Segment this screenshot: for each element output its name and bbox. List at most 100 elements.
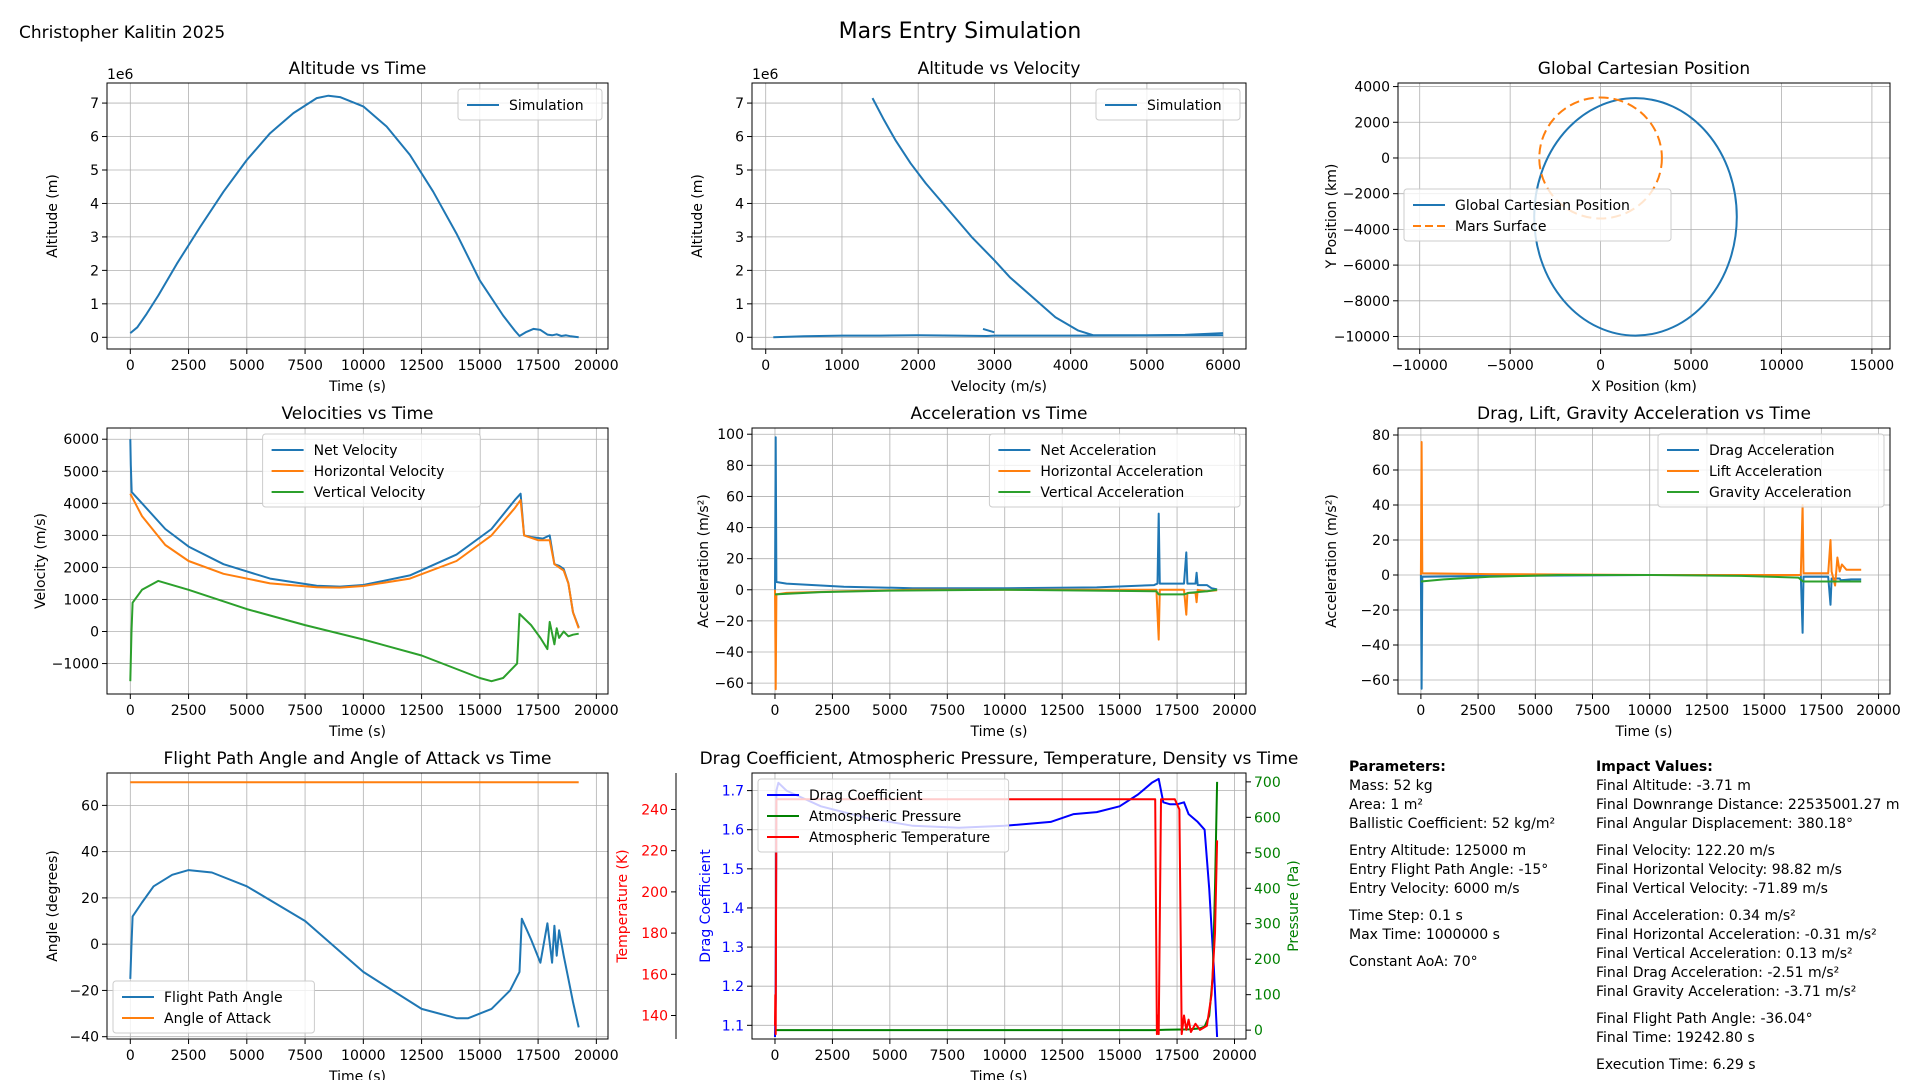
- y-axis-label: Acceleration (m/s²): [1324, 494, 1340, 628]
- y-tick-label: 0: [90, 330, 99, 346]
- parameters-panel: Parameters: Mass: 52 kg Area: 1 m² Balli…: [1349, 758, 1555, 972]
- y-tick-label: 60: [81, 798, 99, 814]
- figure-suptitle: Mars Entry Simulation: [839, 19, 1082, 44]
- y-tick-label: 1.3: [722, 940, 744, 956]
- x-tick-label: 17500: [1155, 1048, 1200, 1064]
- axes-frame: [751, 82, 1247, 350]
- x-tick-label: 15000: [1097, 1048, 1142, 1064]
- legend-box: [988, 433, 1241, 508]
- x-tick-label: 10000: [341, 358, 386, 374]
- y-tick-label: 6: [90, 130, 99, 146]
- series-flight-path-angle: [129, 869, 580, 1028]
- axes-frame: [751, 427, 1247, 695]
- y-tick-label: −4000: [1343, 222, 1390, 238]
- x-tick-label: 7500: [287, 1048, 323, 1064]
- y-tick-label: −40: [69, 1030, 99, 1046]
- impact-values-panel: Impact Values: Final Altitude: -3.71 m F…: [1596, 758, 1900, 1075]
- legend-box: [1095, 88, 1241, 121]
- x-tick-label: 0: [1596, 358, 1605, 374]
- legend-label: Vertical Velocity: [314, 485, 426, 501]
- y-axis-label: Angle (degrees): [45, 850, 61, 962]
- y-tick-label: 2000: [63, 560, 99, 576]
- plots-layer: 0 2500 5000 7500 10000 12500 15000 17500 2000001…: [33, 59, 1901, 1080]
- legend: Global Cartesian Position Mars Surface: [1403, 188, 1672, 242]
- y-tick-label: 100: [717, 427, 744, 443]
- subplot-title: Drag Coefficient, Atmospheric Pressure, …: [700, 749, 1299, 769]
- legend-label: Global Cartesian Position: [1455, 198, 1630, 214]
- legend: Drag Coefficient Atmospheric Pressure Atmo…: [757, 778, 1010, 853]
- series-line: [773, 334, 1224, 339]
- y-tick-label: 7: [735, 96, 744, 112]
- subplot-title: Drag, Lift, Gravity Acceleration vs Time: [1477, 404, 1811, 424]
- x-tick-label: 17500: [516, 1048, 561, 1064]
- series-vertical-acceleration: [774, 588, 1218, 596]
- x-tick-label: 7500: [287, 358, 323, 374]
- y-tick-label: −60: [714, 676, 744, 692]
- x-tick-label: 2500: [815, 1048, 851, 1064]
- x-tick-label: 4000: [1053, 358, 1089, 374]
- y-tick-label: 20: [726, 552, 744, 568]
- x-tick-label: 10000: [341, 1048, 386, 1064]
- subplot-title: Flight Path Angle and Angle of Attack vs…: [164, 749, 552, 769]
- subplot-title: Acceleration vs Time: [911, 404, 1088, 424]
- axes-frame: [751, 772, 1247, 1040]
- legend-label: Vertical Acceleration: [1040, 485, 1184, 501]
- y-tick-label: 1.4: [722, 901, 744, 917]
- legend-box: [1403, 188, 1672, 242]
- x-tick-label: 10000: [1627, 703, 1672, 719]
- y-tick-label: 80: [1372, 428, 1390, 444]
- impact-line: Final Downrange Distance: 22535001.27 m: [1596, 797, 1900, 813]
- subplot-5: 0 2500 5000 7500 10000 12500 15000 17500 20000 −6…: [696, 404, 1257, 740]
- y-tick-label-pressure: 500: [1254, 846, 1281, 862]
- x-tick-label: 1000: [824, 358, 860, 374]
- x-tick-label: 15000: [1097, 703, 1142, 719]
- y-tick-label: 0: [90, 625, 99, 641]
- y-tick-label: −2000: [1343, 187, 1390, 203]
- y-tick-label: 1.5: [722, 862, 744, 878]
- legend-label: Mars Surface: [1455, 219, 1547, 235]
- x-axis-label: Velocity (m/s): [951, 379, 1047, 395]
- y-tick-label: −40: [1360, 638, 1390, 654]
- x-tick-label: 2500: [171, 703, 207, 719]
- x-tick-label: 5000: [1129, 358, 1165, 374]
- x-tick-label: 6000: [1205, 358, 1241, 374]
- series-horizontal-acceleration: [774, 588, 1218, 691]
- x-tick-label: 20000: [1212, 1048, 1257, 1064]
- legend-label: Gravity Acceleration: [1709, 485, 1852, 501]
- y-tick-label: 4: [735, 196, 744, 212]
- series-simulation: [129, 94, 579, 339]
- impact-line: Final Velocity: 122.20 m/s: [1596, 843, 1775, 859]
- impact-line: Final Vertical Velocity: -71.89 m/s: [1596, 881, 1828, 897]
- y-tick-label: −40: [714, 645, 744, 661]
- y-tick-label: −20: [69, 983, 99, 999]
- y-tick-label: 3000: [63, 528, 99, 544]
- impact-line: Execution Time: 6.29 s: [1596, 1057, 1756, 1073]
- y-tick-label: 0: [1381, 568, 1390, 584]
- x-tick-label: 17500: [1799, 703, 1844, 719]
- subplot-7: 0 2500 5000 7500 10000 12500 15000 17500 20000 −4…: [45, 749, 619, 1080]
- legend-label: Net Acceleration: [1040, 443, 1156, 459]
- y-offset-label: 1e6: [752, 67, 779, 83]
- y-tick-label-pressure: 400: [1254, 881, 1281, 897]
- subplot-2: 0 1000 2000 3000 4000 5000 6000 0 1 2 3 4 5 6 7 Altitud…: [690, 59, 1247, 395]
- impact-line: Final Drag Acceleration: -2.51 m/s²: [1596, 965, 1840, 981]
- x-tick-label: 12500: [1040, 1048, 1085, 1064]
- subplot-title: Global Cartesian Position: [1538, 59, 1750, 79]
- legend-label: Horizontal Acceleration: [1040, 464, 1203, 480]
- subplot-4: 0 2500 5000 7500 10000 12500 15000 17500 20000−1…: [33, 404, 619, 740]
- pressure-axis-label: Pressure (Pa): [1286, 860, 1302, 952]
- legend: Net Acceleration Horizontal Acceleration V…: [988, 433, 1241, 508]
- subplot-title: Altitude vs Velocity: [918, 59, 1081, 79]
- x-axis-label: Time (s): [328, 379, 386, 395]
- y-tick-label-pressure: 0: [1254, 1023, 1263, 1039]
- impact-line: Final Acceleration: 0.34 m/s²: [1596, 908, 1796, 924]
- impact-line: Final Angular Displacement: 380.18°: [1596, 816, 1853, 832]
- legend-box: [1657, 433, 1885, 508]
- y-tick-label: 60: [1372, 463, 1390, 479]
- y-tick-label: 40: [81, 845, 99, 861]
- y-tick-label: −8000: [1343, 294, 1390, 310]
- y-tick-label: 5000: [63, 464, 99, 480]
- y-tick-label: 1.1: [722, 1018, 744, 1034]
- legend-label: Atmospheric Pressure: [809, 809, 961, 825]
